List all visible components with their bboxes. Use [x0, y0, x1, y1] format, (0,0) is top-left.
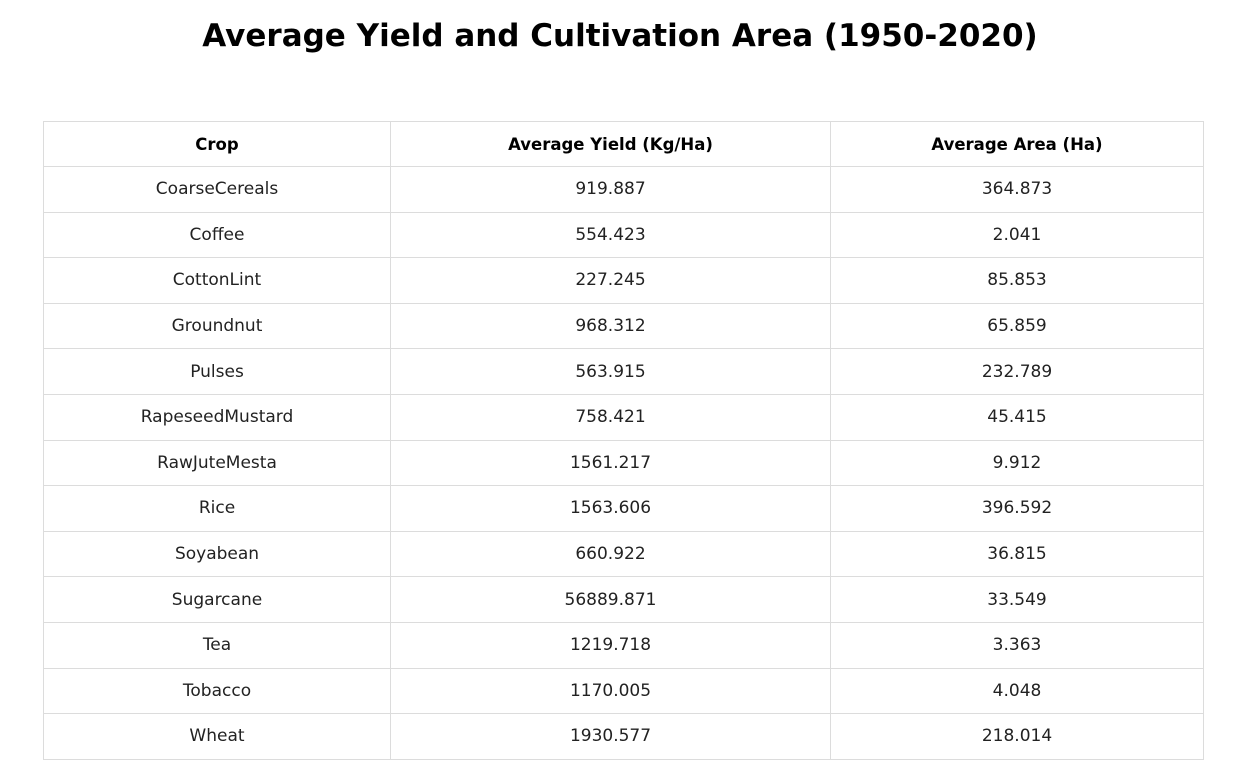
- cell-average-yield: 919.887: [390, 166, 831, 213]
- table-row: RawJuteMesta 1561.217 9.912: [43, 439, 1204, 487]
- cell-average-yield: 56889.871: [390, 576, 831, 623]
- table-row: Rice 1563.606 396.592: [43, 485, 1204, 532]
- cell-average-area: 65.859: [830, 302, 1204, 350]
- cell-average-yield: 554.423: [390, 211, 831, 259]
- cell-average-yield: 1170.005: [390, 667, 831, 715]
- column-header-crop: Crop: [43, 121, 391, 167]
- table-row: Groundnut 968.312 65.859: [43, 302, 1204, 350]
- table-body: CoarseCereals 919.887 364.873 Coffee 554…: [43, 166, 1204, 760]
- cell-crop: Groundnut: [43, 302, 391, 350]
- cell-average-area: 2.041: [830, 211, 1204, 259]
- cell-crop: Tobacco: [43, 667, 391, 715]
- cell-average-yield: 758.421: [390, 393, 831, 441]
- cell-average-area: 85.853: [830, 257, 1204, 304]
- cell-average-area: 396.592: [830, 485, 1204, 532]
- table-header: Crop Average Yield (Kg/Ha) Average Area …: [43, 121, 1204, 167]
- cell-crop: CottonLint: [43, 257, 391, 304]
- cell-average-yield: 1563.606: [390, 485, 831, 532]
- cell-crop: Coffee: [43, 211, 391, 259]
- cell-crop: Pulses: [43, 348, 391, 395]
- cell-average-area: 45.415: [830, 393, 1204, 441]
- column-header-average-yield: Average Yield (Kg/Ha): [390, 121, 831, 167]
- cell-crop: CoarseCereals: [43, 166, 391, 213]
- cell-average-yield: 660.922: [390, 530, 831, 578]
- cell-crop: Wheat: [43, 713, 391, 760]
- table-row: Soyabean 660.922 36.815: [43, 530, 1204, 578]
- table-row: Coffee 554.423 2.041: [43, 211, 1204, 259]
- table-row: Tobacco 1170.005 4.048: [43, 667, 1204, 715]
- header-row: Crop Average Yield (Kg/Ha) Average Area …: [43, 121, 1204, 167]
- cell-average-area: 364.873: [830, 166, 1204, 213]
- table-row: Pulses 563.915 232.789: [43, 348, 1204, 395]
- cell-average-yield: 1219.718: [390, 621, 831, 669]
- cell-crop: Tea: [43, 621, 391, 669]
- cell-average-area: 218.014: [830, 713, 1204, 760]
- column-header-average-area: Average Area (Ha): [830, 121, 1204, 167]
- cell-average-yield: 968.312: [390, 302, 831, 350]
- cell-crop: RawJuteMesta: [43, 439, 391, 487]
- table-row: Tea 1219.718 3.363: [43, 621, 1204, 669]
- page-title: Average Yield and Cultivation Area (1950…: [202, 18, 1038, 54]
- cell-average-yield: 563.915: [390, 348, 831, 395]
- cell-crop: RapeseedMustard: [43, 393, 391, 441]
- cell-average-area: 33.549: [830, 576, 1204, 623]
- cell-average-area: 9.912: [830, 439, 1204, 487]
- cell-average-area: 3.363: [830, 621, 1204, 669]
- cell-average-area: 232.789: [830, 348, 1204, 395]
- cell-crop: Rice: [43, 485, 391, 532]
- table-row: Wheat 1930.577 218.014: [43, 713, 1204, 760]
- cell-crop: Sugarcane: [43, 576, 391, 623]
- table-row: RapeseedMustard 758.421 45.415: [43, 393, 1204, 441]
- data-table: Crop Average Yield (Kg/Ha) Average Area …: [43, 121, 1204, 760]
- cell-crop: Soyabean: [43, 530, 391, 578]
- table-row: Sugarcane 56889.871 33.549: [43, 576, 1204, 623]
- cell-average-area: 4.048: [830, 667, 1204, 715]
- cell-average-yield: 1930.577: [390, 713, 831, 760]
- table-row: CoarseCereals 919.887 364.873: [43, 166, 1204, 213]
- cell-average-yield: 1561.217: [390, 439, 831, 487]
- cell-average-area: 36.815: [830, 530, 1204, 578]
- cell-average-yield: 227.245: [390, 257, 831, 304]
- table-row: CottonLint 227.245 85.853: [43, 257, 1204, 304]
